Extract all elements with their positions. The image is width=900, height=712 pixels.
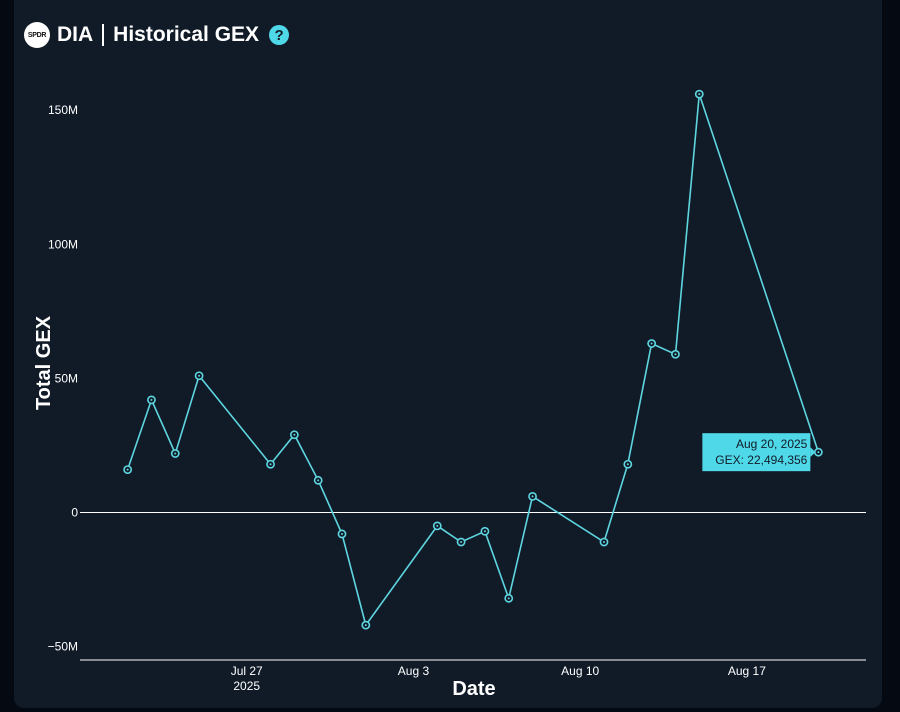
chart-header: SPDR DIA Historical GEX ? (24, 20, 290, 50)
data-point-core (341, 532, 343, 535)
data-point-core (317, 479, 320, 482)
y-tick-label: −50M (48, 640, 78, 654)
spdr-logo: SPDR (24, 22, 50, 48)
y-tick-label: 50M (55, 371, 78, 385)
data-point-core (269, 463, 272, 466)
series-markers (123, 89, 823, 630)
data-point-core (531, 495, 534, 498)
tooltip-date: Aug 20, 2025 (736, 437, 808, 451)
y-axis-title: Total GEX (33, 315, 55, 410)
title-separator (102, 24, 105, 46)
data-point-core (126, 468, 129, 471)
chart-title: Historical GEX (113, 23, 260, 46)
data-point-core (817, 451, 820, 454)
y-tick-label: 0 (71, 506, 78, 520)
hover-tooltip: Aug 20, 2025 GEX: 22,494,356 (702, 433, 816, 472)
tooltip-value: GEX: 22,494,356 (715, 453, 807, 467)
data-point-core (698, 93, 701, 96)
help-icon[interactable]: ? (269, 25, 290, 45)
tooltip-box (702, 433, 811, 472)
data-point-core (150, 398, 153, 401)
data-point-core (650, 342, 653, 345)
data-point-core (507, 597, 510, 600)
chart-card (14, 0, 882, 708)
help-icon-glyph: ? (274, 26, 284, 44)
y-axis-ticks: 150M 100M 50M 0 −50M (48, 103, 79, 653)
data-point-core (293, 433, 296, 436)
data-point-core (436, 524, 439, 527)
x-tick-sublabel: 2025 (233, 679, 260, 693)
logo-text: SPDR (27, 31, 47, 39)
series-line (126, 93, 820, 627)
tooltip-arrow (810, 447, 816, 458)
y-tick-label: 100M (48, 237, 78, 251)
data-point-core (626, 463, 629, 466)
data-point-core (460, 541, 463, 543)
ticker-label: DIA (57, 23, 94, 46)
x-axis-title: Date (452, 678, 495, 700)
y-tick-label: 150M (48, 103, 78, 117)
x-tick-label: Jul 27 (231, 664, 263, 678)
data-point-core (198, 374, 201, 377)
data-point-core (174, 452, 177, 455)
data-point-core (674, 353, 677, 356)
data-point-core (364, 624, 367, 627)
data-point-core (483, 530, 486, 533)
x-tick-label: Aug 10 (561, 664, 599, 678)
x-tick-label: Aug 3 (398, 664, 430, 678)
data-point-core (603, 541, 605, 543)
x-tick-label: Aug 17 (728, 664, 766, 678)
